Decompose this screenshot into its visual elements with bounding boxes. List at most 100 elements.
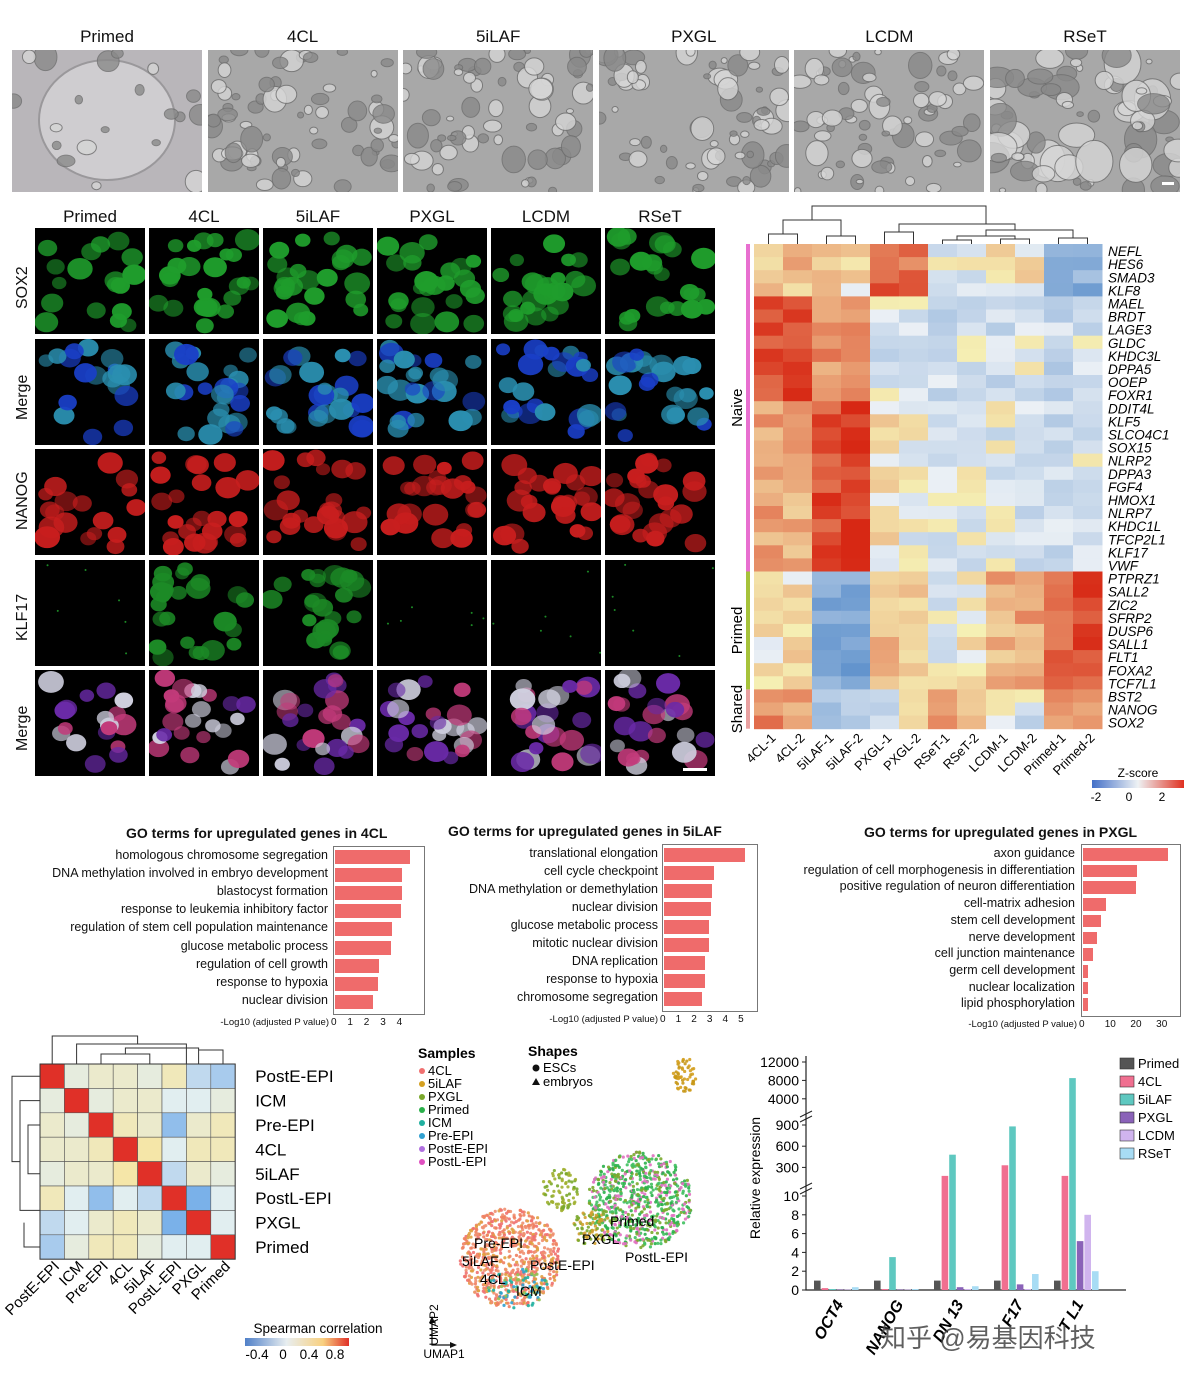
legend-label: PXGL [1138, 1110, 1173, 1125]
heatmap-cell [928, 610, 958, 625]
heatmap-cell [754, 584, 784, 599]
corr-cell [88, 1161, 114, 1187]
fluorescence-image [263, 338, 373, 445]
gene-label: KLF5 [1108, 414, 1141, 429]
heatmap-cell [841, 689, 871, 703]
heatmap-cell [899, 519, 929, 533]
go-term-label: response to hypoxia [216, 974, 328, 989]
heatmap-cell [1015, 715, 1045, 730]
gene-label: ZIC2 [1107, 598, 1138, 613]
heatmap-cell [754, 492, 784, 507]
legend-dot [419, 1146, 425, 1152]
heatmap-cell [841, 244, 871, 258]
heatmap-cell [928, 637, 958, 651]
heatmap-cell [928, 519, 958, 533]
heatmap-cell [957, 519, 987, 533]
corr-cell [161, 1063, 187, 1089]
heatmap-cell [841, 519, 871, 533]
heatmap-cell [812, 584, 842, 599]
heatmap-cell [928, 453, 958, 468]
heatmap-cell [870, 702, 900, 717]
heatmap-cell [928, 257, 958, 271]
corr-cell [112, 1234, 138, 1260]
heatmap-cell [812, 453, 842, 468]
heatmap-cell [899, 584, 929, 599]
gene-label: HMOX1 [1108, 493, 1156, 508]
heatmap-cell [783, 427, 813, 441]
heatmap-cell [1044, 453, 1074, 468]
heatmap-cell [1044, 270, 1074, 284]
corr-row-label: 5iLAF [255, 1165, 299, 1184]
heatmap-cell [870, 388, 900, 402]
heatmap-cell [783, 309, 813, 324]
group-bar [746, 244, 750, 572]
heatmap-cell [870, 663, 900, 677]
heatmap-cell [754, 623, 784, 638]
cluster-label: Pre-EPI [474, 1235, 523, 1251]
group-label: Primed [729, 607, 746, 655]
corr-cell [88, 1185, 114, 1211]
heatmap-cell [957, 479, 987, 494]
heatmap-cell [899, 440, 929, 455]
heatmap-cell [1015, 296, 1045, 310]
heatmap-cell [754, 440, 784, 455]
heatmap-cell [1073, 584, 1103, 599]
corr-cell [88, 1234, 114, 1260]
legend-label: PostE-EPI [428, 1141, 488, 1156]
heatmap-cell [754, 702, 784, 717]
corr-cell [161, 1234, 187, 1260]
heatmap-cell [928, 427, 958, 441]
legend-dot [419, 1068, 425, 1074]
heatmap-cell [812, 414, 842, 428]
heatmap-cell [1044, 702, 1074, 717]
heatmap-cell [841, 322, 871, 337]
corr-cell [137, 1185, 163, 1211]
corr-cell [88, 1088, 114, 1114]
heatmap-cell [812, 375, 842, 389]
corr-cell [64, 1161, 90, 1187]
heatmap-cell [870, 453, 900, 468]
go-term-label: nuclear division [571, 900, 658, 914]
fluorescence-image [377, 670, 487, 776]
heatmap-cell [1073, 453, 1103, 468]
heatmap-cell [812, 388, 842, 402]
heatmap-cell [1044, 532, 1074, 546]
heatmap-cell [1073, 375, 1103, 389]
fluorescence-image [605, 449, 715, 555]
corr-cell [137, 1088, 163, 1114]
group-label: Shared [729, 685, 746, 733]
heatmap-cell [899, 506, 929, 520]
heatmap-cell [783, 388, 813, 402]
heatmap-cell [957, 401, 987, 415]
go-axis-tick: 4 [722, 1014, 729, 1025]
heatmap-cell [1044, 519, 1074, 533]
heatmap-cell [870, 401, 900, 415]
heatmap-cell [986, 610, 1016, 625]
fluorescence-column-label: Primed [63, 207, 117, 226]
heatmap-cell [870, 361, 900, 376]
heatmap-cell [986, 296, 1016, 310]
corr-cell [210, 1210, 236, 1236]
y-tick: 4000 [768, 1091, 799, 1107]
heatmap-cell [812, 610, 842, 625]
go-chart-frame [662, 844, 758, 1012]
heatmap-cell [870, 584, 900, 599]
heatmap-cell [957, 283, 987, 297]
heatmap-cell [1044, 715, 1074, 730]
heatmap-cell [841, 545, 871, 559]
heatmap-cell [870, 283, 900, 297]
corr-cell [39, 1161, 65, 1187]
y-tick: 8 [791, 1207, 799, 1223]
expression-bar [1084, 1214, 1091, 1290]
heatmap-cell [957, 427, 987, 441]
heatmap-cell [841, 388, 871, 402]
heatmap-cell [1073, 322, 1103, 337]
y-tick: 12000 [760, 1054, 799, 1070]
gene-label: MAEL [1108, 297, 1145, 312]
heatmap-cell [812, 663, 842, 677]
fluorescence-image [377, 228, 487, 334]
heatmap-cell [899, 702, 929, 717]
legend-label: 4CL [1138, 1074, 1162, 1089]
fluorescence-image [35, 449, 145, 555]
legend-swatch [1119, 1147, 1135, 1160]
